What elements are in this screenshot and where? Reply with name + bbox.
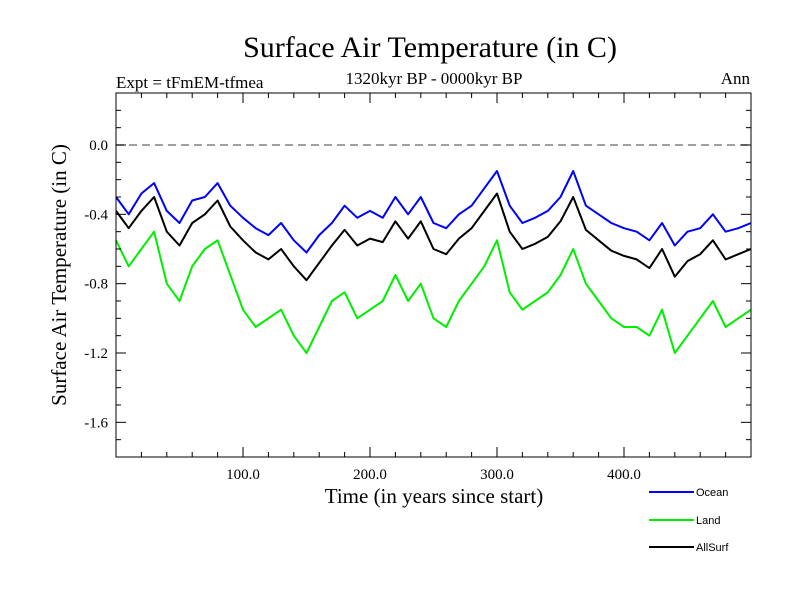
chart-subtitle-right: Ann	[721, 69, 751, 88]
series-line-land	[115, 230, 752, 354]
y-tick-label: -0.8	[84, 277, 108, 293]
legend-label-ocean: Ocean	[696, 487, 728, 499]
plot-frame	[115, 92, 752, 458]
x-tick-label: 400.0	[607, 467, 641, 483]
x-tick-label: 200.0	[353, 467, 387, 483]
y-axis-label: Surface Air Temperature (in C)	[47, 144, 71, 406]
chart-subtitle-center: 1320kyr BP - 0000kyr BP	[346, 69, 523, 88]
x-tick-label: 300.0	[480, 467, 514, 483]
legend-label-allsurf: AllSurf	[696, 542, 729, 554]
x-axis-label: Time (in years since start)	[325, 484, 544, 508]
y-tick-label: -1.6	[84, 415, 108, 431]
series-line-allsurf	[115, 192, 752, 282]
plot-area: 100.0 200.0 300.0 400.0 0.0 -0.4 -0.8 -1.2 -1.6	[84, 92, 752, 483]
legend: Ocean Land AllSurf	[649, 487, 729, 554]
legend-label-land: Land	[696, 515, 720, 527]
chart-subtitle-left: Expt = tFmEM-tfmea	[116, 73, 264, 92]
y-tick-label: -0.4	[84, 207, 108, 223]
y-tick-label: -1.2	[84, 346, 108, 362]
y-tick-label: 0.0	[89, 138, 108, 154]
chart-title: Surface Air Temperature (in C)	[243, 31, 617, 64]
series-line-ocean	[115, 170, 752, 254]
x-tick-label: 100.0	[226, 467, 260, 483]
